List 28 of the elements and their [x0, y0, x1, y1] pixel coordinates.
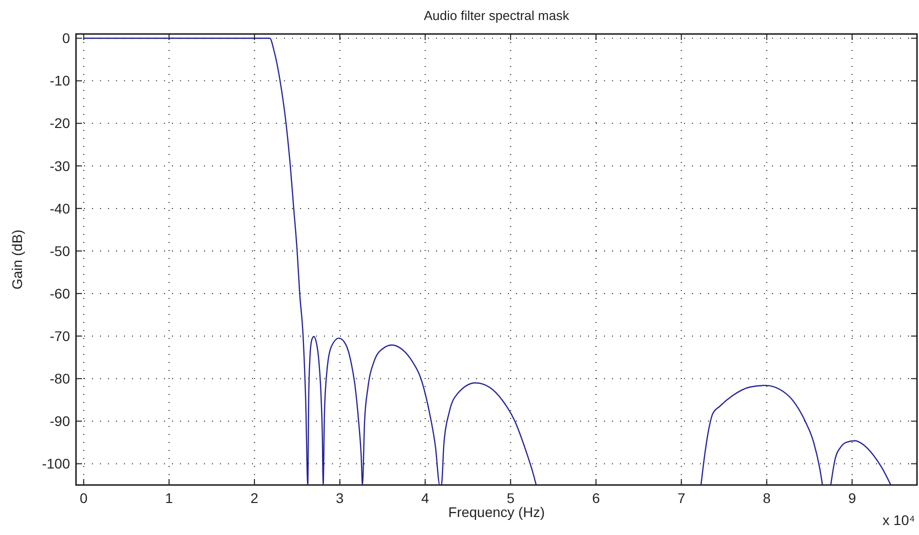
y-tick-label: -60 [50, 285, 70, 302]
line-series [700, 384, 824, 485]
chart-title: Audio filter spectral mask [424, 8, 570, 23]
y-tick-label: -40 [50, 200, 70, 216]
x-tick-label: 0 [80, 490, 88, 506]
x-tick-label: 1 [165, 490, 174, 506]
x-tick-label: 4 [421, 490, 430, 506]
line-series [830, 440, 892, 485]
x-tick-label: 5 [506, 490, 515, 506]
x-tick-label: 7 [677, 490, 686, 506]
text: x 10⁴ [882, 512, 915, 528]
y-tick-label: -70 [50, 328, 70, 344]
x-tick-label: 9 [848, 490, 856, 506]
y-tick-label: 0 [62, 30, 70, 46]
x-tick-label: 6 [592, 490, 600, 506]
x-tick-label: 2 [250, 490, 259, 506]
y-tick-label: -30 [50, 158, 70, 174]
y-tick-label: -50 [50, 242, 70, 259]
line-series [83, 38, 537, 485]
x-tick-label: 8 [762, 490, 771, 506]
x-axis-title: Frequency (Hz) [448, 504, 545, 520]
y-axis-title: Gain (dB) [9, 230, 25, 290]
y-tick-label: -100 [42, 456, 70, 472]
y-tick-label: -80 [50, 370, 70, 387]
y-tick-label: -20 [50, 115, 70, 132]
x-tick-label: 3 [336, 490, 344, 506]
y-tick-label: -90 [50, 413, 70, 430]
y-tick-label: -10 [50, 72, 70, 89]
